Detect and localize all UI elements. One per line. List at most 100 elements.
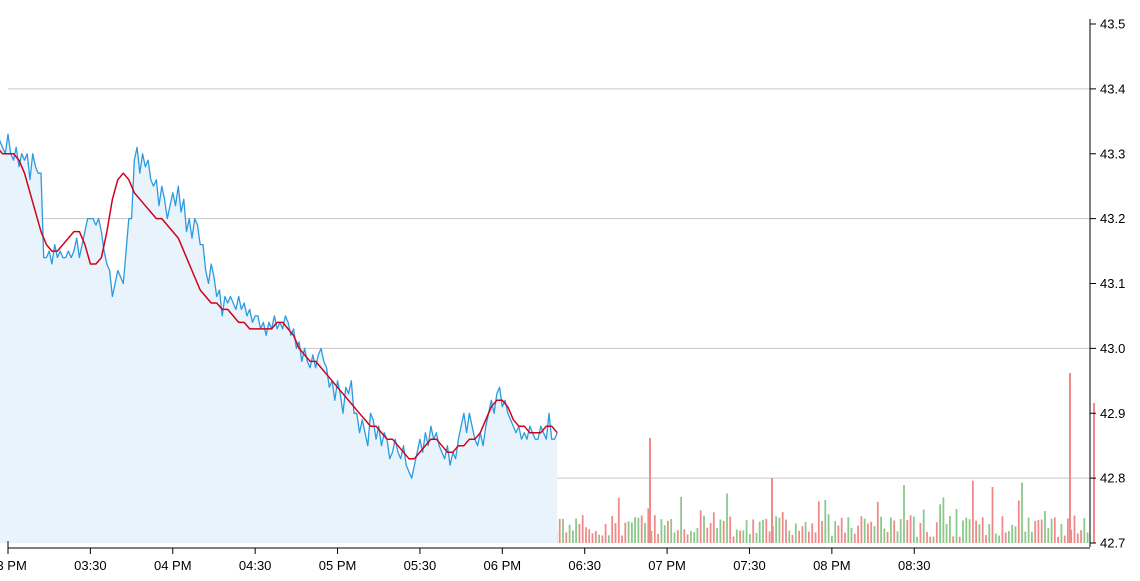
volume-bar <box>968 519 971 543</box>
volume-bar <box>893 520 896 543</box>
volume-bar <box>663 525 666 543</box>
volume-bar <box>958 536 961 543</box>
volume-bar <box>811 523 814 543</box>
volume-bar <box>660 519 663 543</box>
volume-bar <box>690 531 692 543</box>
volume-bar <box>808 531 810 543</box>
x-tick-label: 06 PM <box>484 558 522 573</box>
volume-bar <box>768 531 771 543</box>
volume-bar <box>991 487 994 543</box>
volume-bar <box>1073 515 1076 543</box>
volume-bar <box>683 529 686 543</box>
volume-bar <box>742 530 745 543</box>
volume-bar <box>837 525 840 543</box>
volume-bar <box>1004 532 1007 543</box>
moving-average-line <box>0 149 558 460</box>
volume-bar <box>939 504 941 543</box>
x-tick-label: 04:30 <box>239 558 272 573</box>
volume-bar <box>670 519 673 543</box>
volume-bar <box>631 522 633 543</box>
volume-bar <box>568 524 571 543</box>
volume-bar <box>585 527 587 543</box>
volume-bar <box>601 535 604 543</box>
volume-bar <box>847 517 850 543</box>
y-tick-label: 43.3 <box>1100 146 1125 161</box>
volume-bar <box>624 522 627 543</box>
volume-bar <box>952 536 955 543</box>
volume-bar <box>922 509 925 543</box>
volume-bar <box>644 523 646 543</box>
volume-bar <box>673 532 676 543</box>
volume-bar <box>1021 482 1023 543</box>
volume-bar <box>649 438 651 543</box>
volume-bar <box>831 535 833 543</box>
volume-bar <box>794 523 797 543</box>
axes: 03 PM 03:30 04 PM 04:30 05 PM 05:30 06 PM 06:30… <box>0 17 1125 574</box>
volume-bar <box>637 517 640 543</box>
x-tick-label: 08:30 <box>898 558 931 573</box>
price-lines <box>0 133 558 479</box>
volume-bar <box>608 535 610 543</box>
volume-bar <box>588 529 591 543</box>
volume-bar <box>667 520 669 543</box>
volume-bar <box>926 532 928 543</box>
volume-bar <box>998 535 1000 543</box>
volume-bar <box>1063 535 1066 543</box>
volume-bar <box>1093 403 1095 543</box>
volume-bar <box>627 521 630 543</box>
volume-bar <box>817 501 820 543</box>
volume-bar <box>621 535 623 543</box>
volume-bar <box>680 496 682 543</box>
volume-bar <box>716 527 718 543</box>
volume-bar <box>860 516 863 543</box>
y-tick-label: 42.7 <box>1100 536 1125 551</box>
price-area <box>0 134 558 543</box>
volume-bar <box>867 523 869 543</box>
volume-bar <box>850 527 853 543</box>
volume-bar <box>906 520 909 543</box>
volume-bar <box>988 524 991 543</box>
volume-bar <box>834 521 837 543</box>
volume-bar <box>676 530 679 543</box>
volume-bar <box>1031 531 1033 543</box>
volume-bar <box>883 528 886 543</box>
price-line <box>0 133 558 479</box>
volume-bar <box>785 519 787 543</box>
volume-bar <box>650 530 653 543</box>
volume-bar <box>791 534 794 543</box>
volume-bar <box>617 497 620 543</box>
volume-bar <box>912 516 915 543</box>
volume-bar <box>1070 529 1073 543</box>
volume-bar <box>781 511 784 543</box>
volume-bar <box>890 517 892 543</box>
y-tick-label: 43.4 <box>1100 81 1125 96</box>
volume-bar <box>903 485 905 543</box>
volume-bar <box>955 509 958 543</box>
volume-bar <box>840 517 843 543</box>
volume-bar <box>657 534 659 543</box>
price-area-fill <box>0 134 558 543</box>
volume-bar <box>594 530 597 543</box>
volume-bar <box>735 529 738 543</box>
x-tick-label: 07 PM <box>648 558 686 573</box>
volume-bar <box>788 530 791 543</box>
volume-bar <box>824 499 827 543</box>
volume-bar <box>1011 524 1014 543</box>
volume-bar <box>1017 500 1020 543</box>
volume-bar <box>932 536 935 543</box>
volume-bar <box>719 519 722 543</box>
volume-bar <box>653 515 656 543</box>
x-tick-label: 05 PM <box>319 558 357 573</box>
volume-bar <box>611 516 614 543</box>
volume-bar <box>1076 533 1079 543</box>
volume-bar <box>729 516 732 543</box>
volume-bar <box>1034 520 1037 543</box>
volume-bar <box>604 524 607 543</box>
volume-bar <box>1060 523 1063 543</box>
volume-bar <box>758 521 761 543</box>
volume-bar <box>994 533 997 543</box>
volume-bar <box>962 520 964 543</box>
volume-bar <box>1014 526 1017 543</box>
volume-bar <box>1086 532 1089 543</box>
volume-bar <box>876 501 879 543</box>
